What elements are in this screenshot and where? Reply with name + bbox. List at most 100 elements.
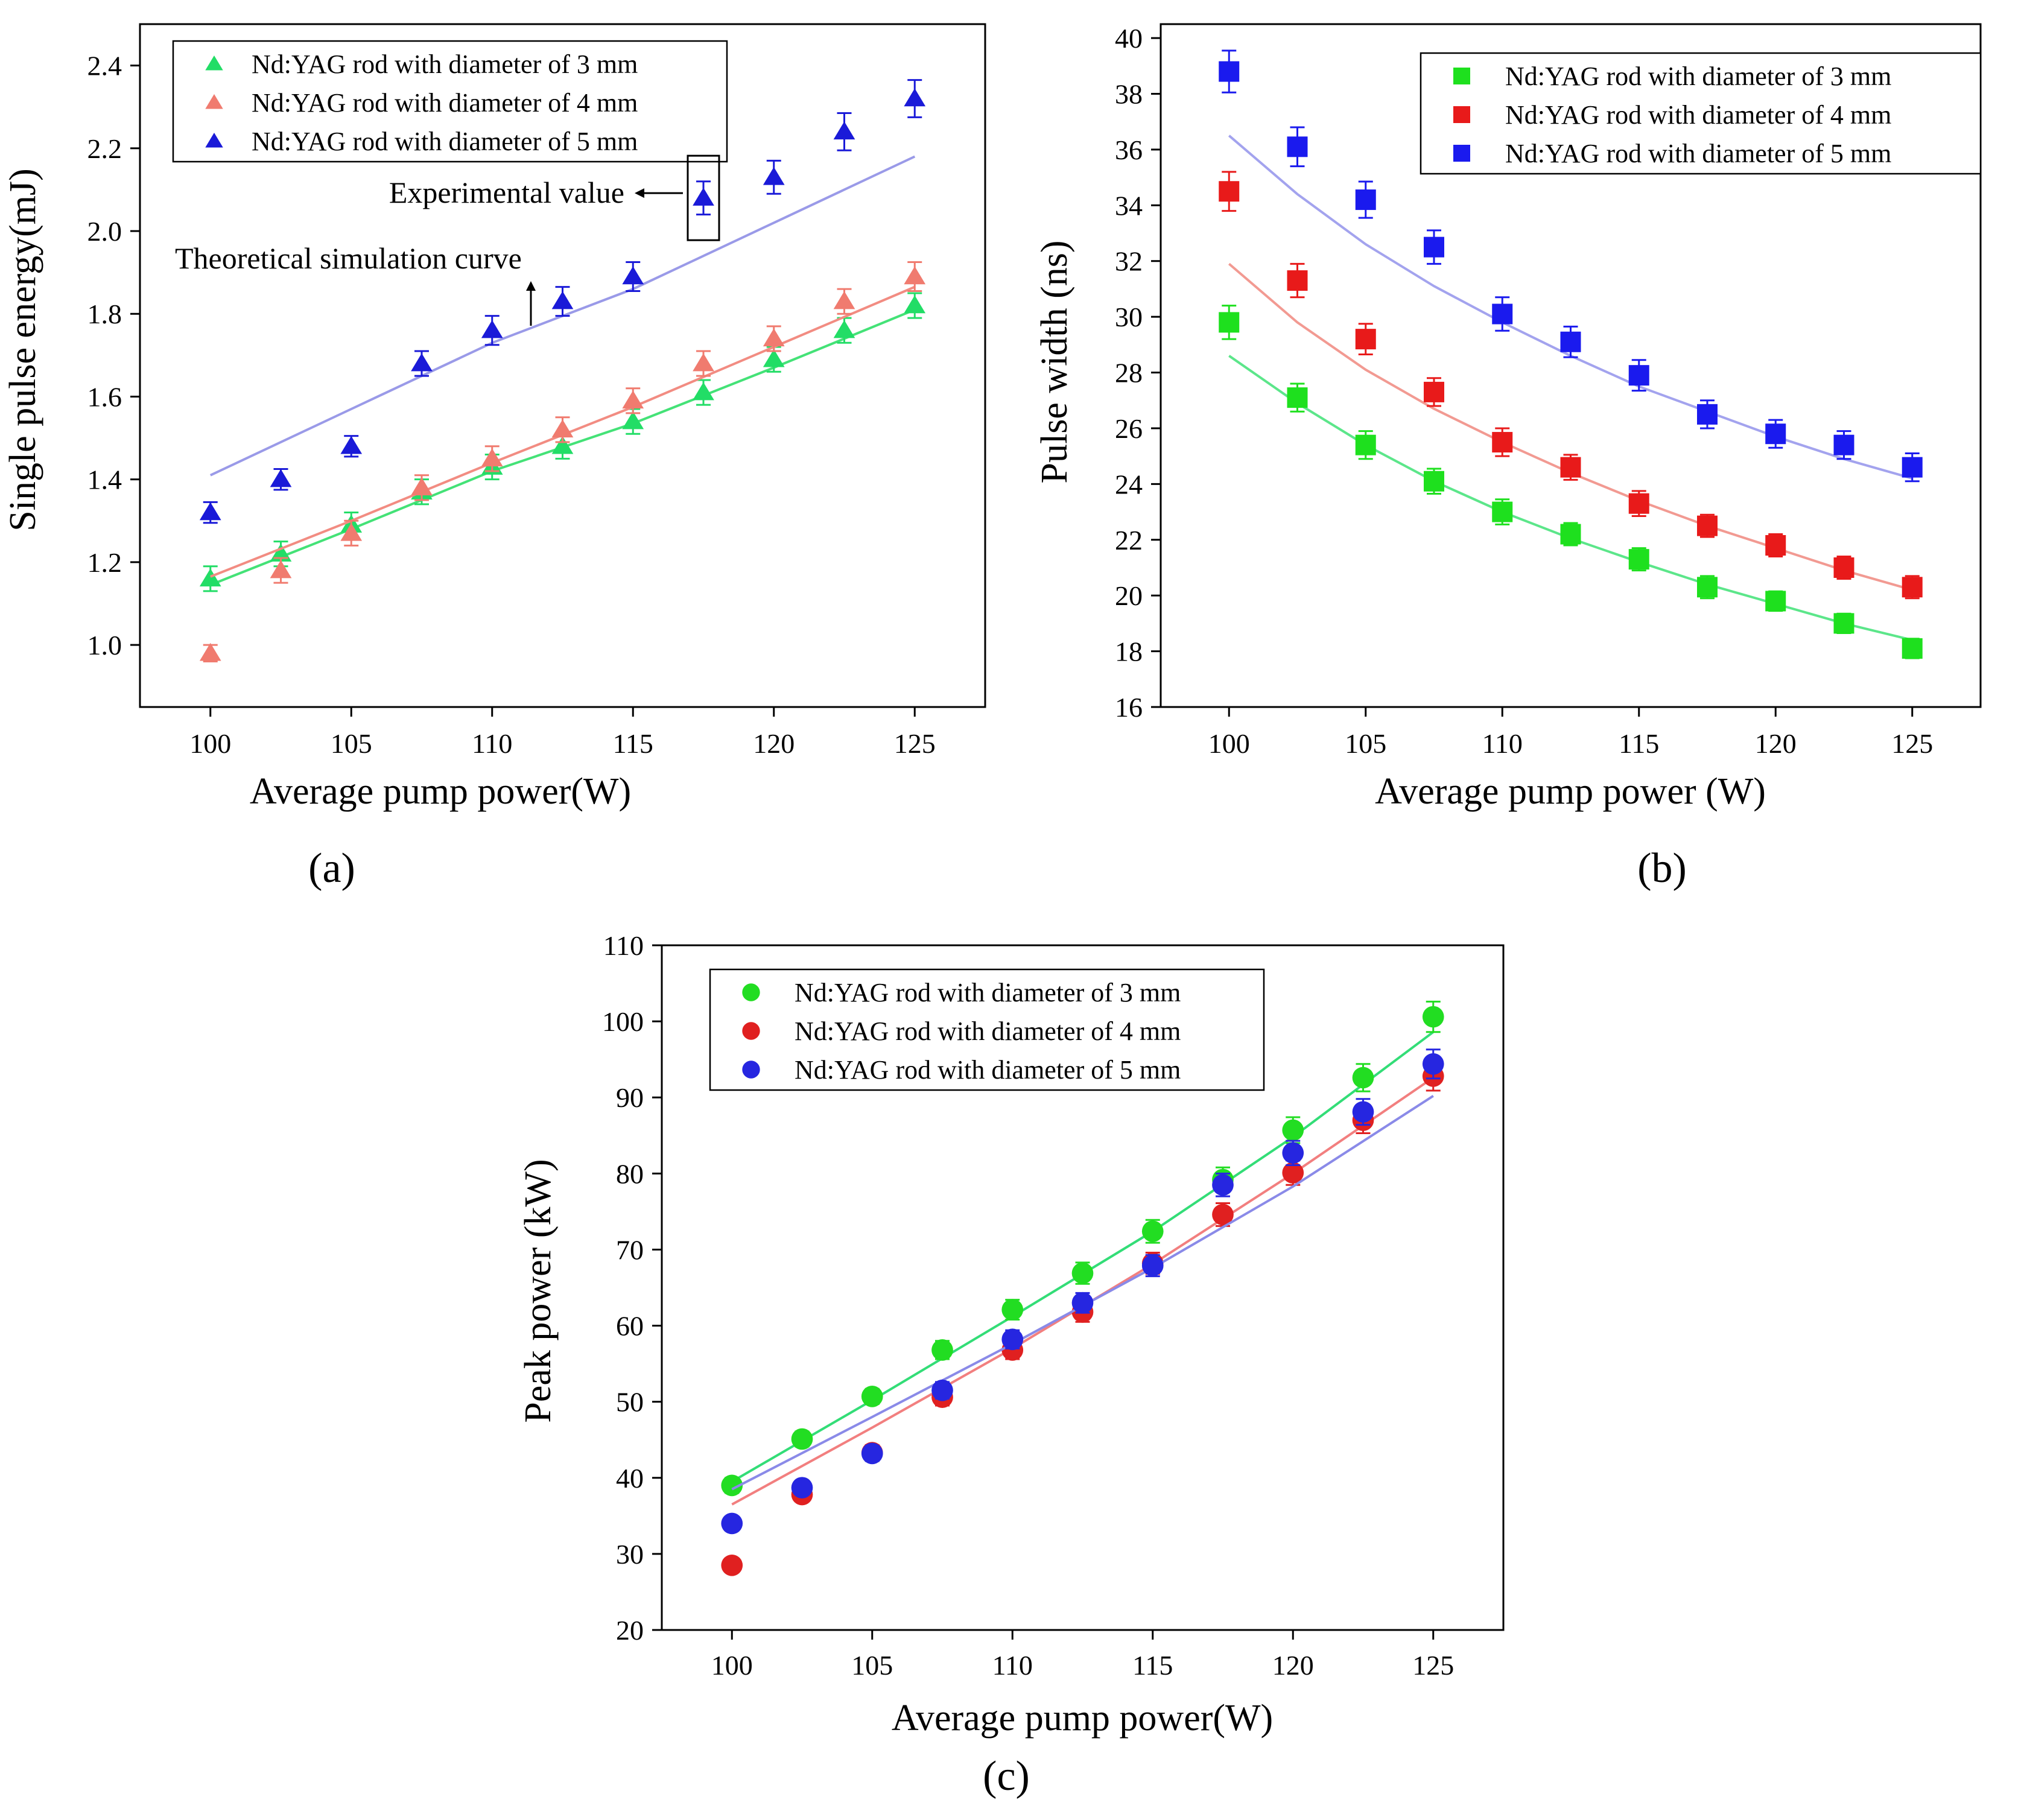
data-point-series-2 (1355, 329, 1376, 350)
x-tick-label: 100 (711, 1650, 753, 1681)
data-point-series-3 (551, 291, 574, 309)
data-point-series-3 (861, 1442, 883, 1465)
data-point-series-2 (833, 291, 855, 309)
data-point-series-2 (1492, 432, 1513, 453)
data-point-series-2 (481, 448, 503, 467)
data-point-series-1 (1219, 312, 1240, 333)
x-tick-label: 115 (1619, 728, 1659, 759)
data-point-series-3 (1424, 236, 1444, 258)
data-point-series-1 (1282, 1119, 1304, 1141)
panel-label: (a) (308, 845, 355, 892)
x-tick-label: 110 (992, 1650, 1033, 1681)
data-point-series-3 (1628, 365, 1649, 386)
data-point-series-3 (1141, 1255, 1164, 1276)
legend-marker (742, 1061, 760, 1079)
data-point-series-1 (1287, 387, 1308, 408)
data-point-series-1 (1628, 549, 1649, 570)
legend-marker (205, 94, 223, 109)
data-point-series-3 (1212, 1174, 1234, 1196)
annotation-arrowhead (635, 188, 644, 198)
y-tick-label: 26 (1115, 413, 1143, 444)
legend-label: Nd:YAG rod with diameter of 5 mm (795, 1055, 1181, 1085)
data-point-series-2 (1287, 270, 1308, 291)
experimental-value-box (687, 154, 720, 241)
data-point-series-2 (1833, 557, 1854, 578)
data-point-series-3 (1001, 1328, 1024, 1351)
plot-frame (139, 23, 986, 708)
legend-label: Nd:YAG rod with diameter of 3 mm (1505, 62, 1891, 91)
x-tick-label: 105 (851, 1650, 893, 1681)
y-tick-label: 60 (616, 1311, 644, 1342)
legend-label: Nd:YAG rod with diameter of 4 mm (1505, 100, 1891, 130)
data-point-series-3 (693, 188, 714, 206)
data-point-series-1 (1141, 1220, 1164, 1243)
data-point-series-3 (1765, 423, 1786, 445)
y-tick-label: 20 (1115, 580, 1143, 611)
data-point-series-1 (1422, 1006, 1444, 1028)
data-point-series-2 (1219, 181, 1240, 202)
plot-frame (1160, 23, 1982, 708)
data-point-series-2 (693, 353, 714, 372)
data-point-series-1 (721, 1474, 743, 1497)
legend-marker (205, 55, 223, 71)
data-point-series-3 (721, 1512, 743, 1535)
data-point-series-2 (622, 390, 644, 409)
data-point-series-1 (1697, 577, 1718, 598)
legend-label: Nd:YAG rod with diameter of 5 mm (252, 127, 638, 156)
data-point-series-1 (1352, 1067, 1374, 1089)
data-point-series-1 (861, 1385, 883, 1407)
y-tick-label: 1.2 (87, 547, 122, 578)
x-tick-label: 105 (331, 728, 372, 759)
y-tick-label: 22 (1115, 525, 1143, 556)
data-point-series-3 (833, 121, 855, 140)
y-tick-label: 32 (1115, 246, 1143, 277)
data-point-series-1 (833, 320, 855, 338)
data-point-series-1 (1902, 638, 1923, 659)
y-tick-label: 38 (1115, 79, 1143, 110)
data-point-series-1 (904, 295, 926, 314)
data-point-series-3 (1697, 404, 1718, 425)
legend-marker (1453, 145, 1470, 162)
x-tick-label: 110 (472, 728, 512, 759)
data-point-series-1 (1355, 434, 1376, 455)
y-tick-label: 2.2 (87, 133, 122, 164)
y-tick-label: 110 (603, 930, 644, 961)
x-tick-label: 120 (1272, 1650, 1314, 1681)
data-point-series-3 (1422, 1053, 1444, 1075)
x-tick-label: 125 (1891, 728, 1933, 759)
data-point-series-3 (481, 320, 503, 338)
data-point-series-3 (1560, 331, 1581, 352)
data-point-series-2 (411, 477, 433, 496)
data-point-series-2 (904, 266, 926, 285)
data-point-series-1 (622, 411, 644, 430)
data-point-series-3 (763, 166, 785, 185)
data-point-series-3 (411, 353, 433, 372)
y-tick-label: 1.6 (87, 381, 122, 412)
simulation-curve-series-2 (731, 1076, 1434, 1506)
x-tick-label: 105 (1345, 728, 1386, 759)
legend-marker (205, 133, 223, 148)
legend-marker (1453, 68, 1470, 84)
data-point-series-3 (199, 502, 221, 521)
y-tick-label: 90 (616, 1082, 644, 1113)
y-tick-label: 2.0 (87, 216, 122, 247)
data-point-series-2 (270, 560, 292, 579)
data-point-series-1 (1492, 501, 1513, 522)
y-tick-label: 16 (1115, 692, 1143, 723)
x-tick-label: 125 (1412, 1650, 1454, 1681)
data-point-series-3 (1282, 1142, 1304, 1164)
simulation-curve-series-3 (1228, 135, 1913, 480)
data-point-series-3 (791, 1477, 813, 1499)
y-tick-label: 100 (602, 1006, 644, 1037)
simulation-curve-series-1 (731, 1031, 1434, 1483)
data-point-series-1 (1001, 1299, 1024, 1321)
data-point-series-3 (1071, 1292, 1094, 1314)
x-tick-label: 120 (753, 728, 795, 759)
x-tick-label: 100 (189, 728, 231, 759)
y-tick-label: 1.8 (87, 299, 122, 329)
data-point-series-3 (1902, 457, 1923, 478)
data-point-series-2 (721, 1554, 743, 1576)
legend-box (709, 968, 1265, 1091)
y-tick-label: 50 (616, 1387, 644, 1418)
